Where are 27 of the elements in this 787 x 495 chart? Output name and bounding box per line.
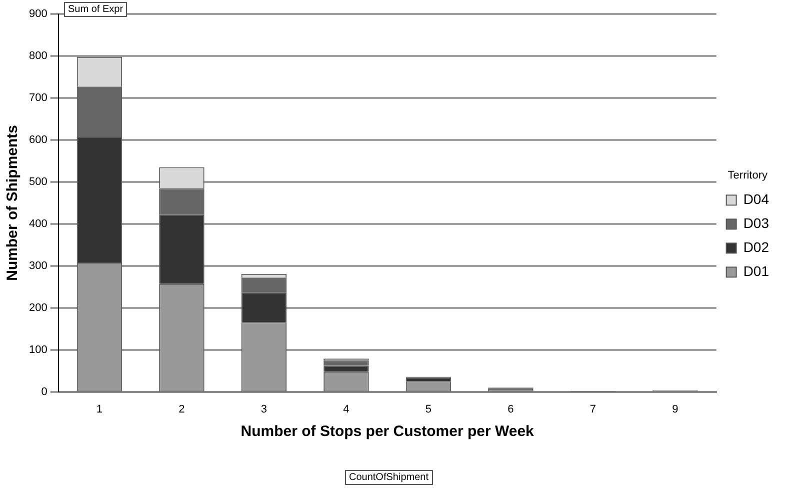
x-tick-label: 3 (260, 403, 268, 416)
y-tick-label: 800 (28, 50, 48, 62)
annotation: Sum of Expr (64, 2, 128, 17)
y-tick-label: 300 (28, 260, 48, 272)
y-tick-label: 200 (28, 302, 48, 314)
x-tick-label: 9 (672, 403, 678, 416)
y-tick-label: 100 (28, 344, 48, 356)
x-tick-label: 1 (96, 403, 103, 416)
text: CountOfShipment (345, 470, 432, 485)
x-tick-label: 7 (590, 403, 596, 416)
y-tick-label: 900 (28, 8, 48, 20)
y-tick-label: 400 (28, 218, 48, 230)
legend-label: D01 (743, 262, 770, 279)
legend-title: Territory (728, 169, 768, 182)
x-tick-label: 4 (343, 403, 350, 416)
x-axis-title: Number of Stops per Customer per Week (240, 423, 535, 440)
legend-label: D04 (743, 190, 770, 207)
y-axis-title: Number of Shipments (4, 124, 22, 281)
y-tick-label: 600 (28, 134, 48, 146)
x-tick-label: 2 (178, 403, 185, 416)
legend-label: D02 (743, 238, 770, 255)
x-tick-label: 6 (508, 403, 514, 416)
y-tick-label: 500 (28, 176, 48, 188)
legend-label: D03 (743, 214, 770, 231)
x-tick-label: 5 (425, 403, 432, 416)
y-tick-label: 0 (41, 386, 48, 398)
y-tick-label: 700 (28, 92, 48, 104)
